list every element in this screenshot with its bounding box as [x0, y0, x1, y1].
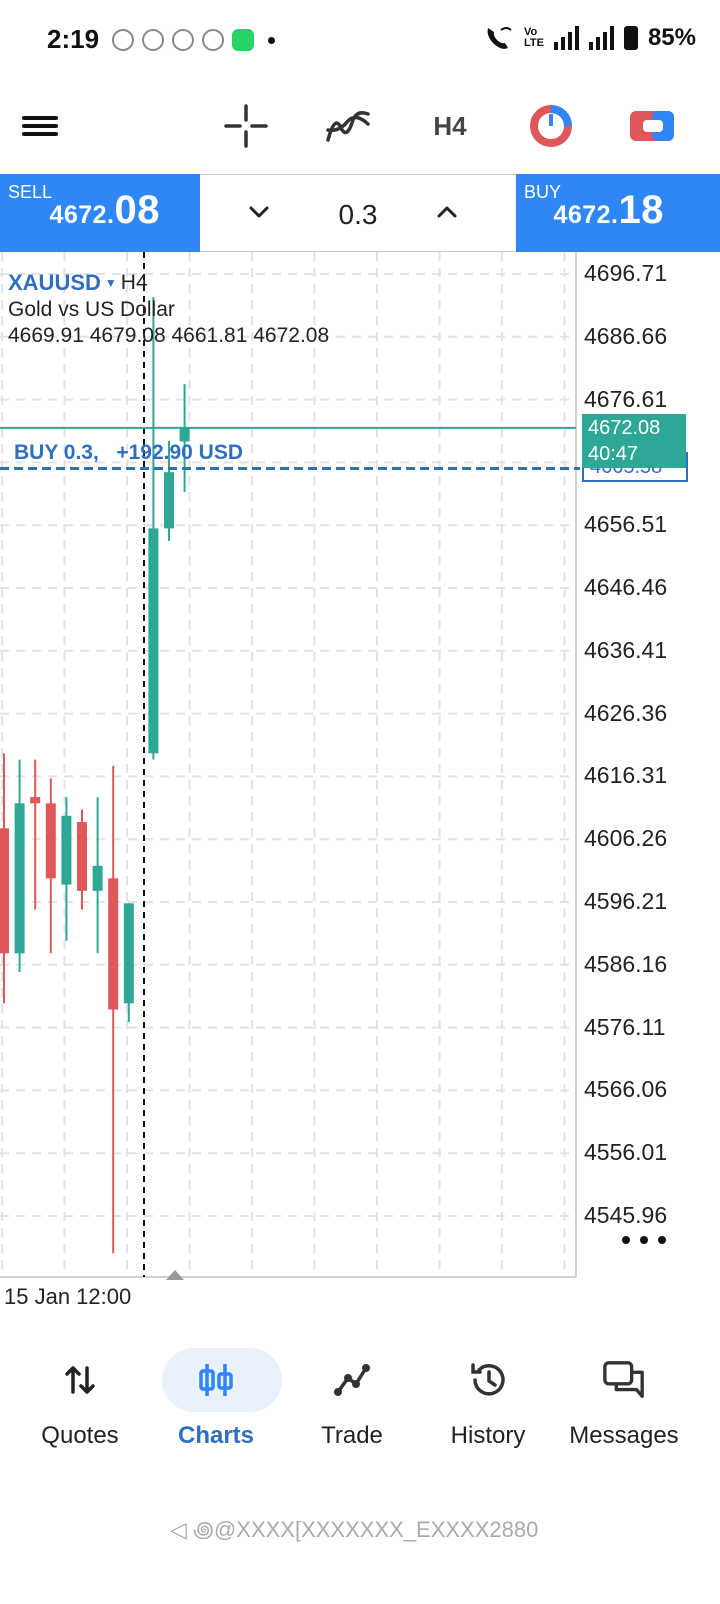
status-bar: 2:19 Vo LTE 85%: [0, 0, 720, 80]
buy-label: BUY: [524, 182, 562, 202]
symbol-dropdown-icon[interactable]: ▼: [104, 276, 117, 290]
price-tick-label: 4646.46: [584, 574, 668, 600]
status-time: 2:19: [47, 24, 100, 54]
one-click-trading-icon[interactable]: [624, 98, 680, 154]
price-tick-label: 4676.61: [584, 385, 668, 412]
charts-icon: [194, 1358, 238, 1402]
app-notification-icon: [172, 29, 194, 51]
chart-toolbar: H4: [0, 80, 720, 172]
price-tick-label: 4576.11: [584, 1013, 666, 1040]
symbol-description: Gold vs US Dollar: [8, 298, 175, 321]
candle-body: [179, 427, 190, 442]
bar-countdown: 40:47: [588, 443, 639, 465]
time-axis-label: 15 Jan 12:00: [4, 1284, 132, 1309]
candle-body: [108, 878, 119, 1010]
price-tick-label: 4606.26: [584, 825, 668, 852]
sell-price: 4672.08: [49, 188, 160, 232]
signal-icon: [588, 26, 614, 50]
app-notification-icon: [202, 29, 224, 51]
more-notifications-icon: [268, 36, 275, 44]
buy-price: 4672.18: [553, 188, 664, 232]
battery-level: 85%: [647, 24, 696, 51]
candle-body: [164, 472, 174, 529]
buy-button[interactable]: BUY 4672.18: [516, 174, 720, 252]
lot-size-input[interactable]: 0.3: [338, 199, 378, 230]
candlestick-chart[interactable]: [0, 252, 720, 1282]
nav-charts[interactable]: Charts: [146, 1340, 286, 1460]
candle-body: [61, 815, 72, 885]
price-tick-label: 4616.31: [584, 762, 668, 789]
candle-body: [123, 903, 134, 1004]
sell-button[interactable]: SELL 4672.08: [0, 174, 200, 252]
one-click-trade-panel: SELL 4672.08 0.3 BUY 4672.18: [0, 174, 720, 252]
menu-icon[interactable]: [12, 98, 68, 154]
nav-quotes[interactable]: Quotes: [10, 1340, 150, 1460]
watermark: ◁ ꩜@ХХХХ[ХХХХХХХ_ЕХХХХ2880: [170, 1517, 539, 1542]
candle-body: [77, 822, 87, 891]
quotes-icon: [58, 1358, 102, 1402]
messages-icon: [602, 1358, 646, 1402]
current-price: 4672.08: [588, 417, 661, 439]
more-options-icon[interactable]: [622, 1232, 666, 1248]
lot-size-control: 0.3: [200, 174, 516, 252]
crosshair-icon[interactable]: [218, 98, 274, 154]
battery-icon: [623, 26, 638, 50]
app-notification-icon: [112, 29, 134, 51]
candle-body: [45, 803, 56, 879]
nav-trade[interactable]: Trade: [282, 1340, 422, 1460]
candle-body: [14, 803, 25, 954]
price-tick-label: 4596.21: [584, 888, 668, 914]
open-position-label[interactable]: BUY 0.3, +192.90 USD: [14, 441, 243, 464]
whatsapp-icon: [232, 29, 254, 51]
price-tick-label: 4556.01: [584, 1139, 668, 1166]
app-notification-icon: [142, 29, 164, 51]
bottom-navigation: Quotes Charts Trade History Messages: [0, 1340, 720, 1470]
candle-body: [30, 797, 41, 804]
increase-lot-icon[interactable]: [432, 197, 462, 227]
notification-icons: [112, 29, 275, 51]
price-tick-label: 4626.36: [584, 699, 668, 726]
price-tick-label: 4686.66: [584, 322, 668, 349]
indicators-icon[interactable]: [320, 98, 376, 154]
scroll-handle[interactable]: [166, 1270, 184, 1280]
signal-icon: [553, 26, 579, 50]
history-icon: [466, 1358, 510, 1402]
symbol-name[interactable]: XAUUSD: [8, 270, 101, 295]
chart-timeframe: H4: [120, 271, 148, 294]
sell-label: SELL: [8, 182, 53, 202]
candle-body: [148, 528, 159, 754]
trade-icon: [330, 1358, 374, 1402]
current-price-tag: 4672.08 40:47: [582, 414, 686, 468]
volte-icon: Vo LTE: [523, 26, 544, 49]
price-tick-label: 4696.71: [584, 260, 668, 286]
timeframe-button[interactable]: H4: [433, 110, 467, 141]
price-tick-label: 4656.51: [584, 511, 668, 538]
candle-body: [92, 865, 103, 891]
decrease-lot-icon[interactable]: [244, 197, 274, 227]
wifi-calling-icon: [487, 27, 512, 49]
candle-body: [0, 828, 9, 954]
ohlc-values: 4669.91 4679.08 4661.81 4672.08: [8, 324, 330, 347]
nav-messages[interactable]: Messages: [554, 1340, 694, 1460]
price-tick-label: 4586.16: [584, 950, 668, 977]
system-status: Vo LTE 85%: [484, 24, 696, 52]
chart-info: XAUUSD ▼ H4 Gold vs US Dollar 4669.91 46…: [8, 270, 329, 348]
price-tick-label: 4636.41: [584, 636, 668, 663]
color-scheme-icon[interactable]: [523, 98, 579, 154]
price-chart[interactable]: XAUUSD ▼ H4 Gold vs US Dollar 4669.91 46…: [0, 252, 720, 1322]
price-tick-label: 4566.06: [584, 1076, 668, 1103]
nav-history[interactable]: History: [418, 1340, 558, 1460]
price-tick-label: 4545.96: [584, 1202, 668, 1228]
